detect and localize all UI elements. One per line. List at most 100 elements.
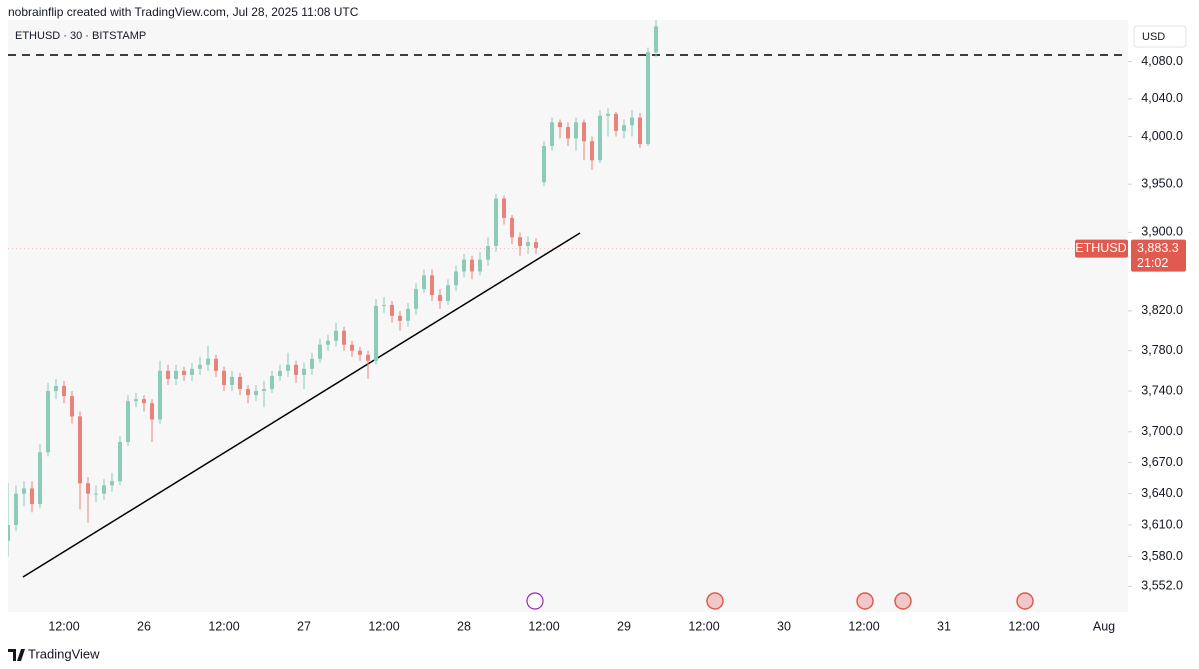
price-axis-area (1128, 20, 1199, 612)
candle-body (342, 330, 346, 345)
event-icon[interactable] (894, 592, 912, 610)
candle-body (38, 452, 42, 505)
candle-body (166, 370, 170, 379)
candle-body (14, 493, 18, 525)
event-icon[interactable] (706, 592, 724, 610)
candle-body (390, 304, 394, 316)
candle-body (622, 125, 626, 131)
candle-body (246, 389, 250, 396)
candle-body (214, 358, 218, 371)
candle-body (302, 368, 306, 375)
candle-body (22, 488, 26, 494)
candle-body (582, 122, 586, 142)
x-tick-label: Aug (1093, 619, 1115, 633)
candle-body (158, 370, 162, 420)
event-icon[interactable] (856, 592, 874, 610)
y-tick-label: 4,040.0 (1141, 91, 1183, 105)
x-tick-label: 29 (617, 619, 631, 633)
candle-body (126, 401, 130, 442)
candle-body (486, 246, 490, 260)
candle-body (350, 344, 354, 351)
symbol-info: ETHUSD · 30 · BITSTAMP (15, 30, 146, 42)
candle-body (70, 396, 74, 417)
candle-body (110, 481, 114, 486)
candle-body (574, 122, 578, 139)
x-tick-label: 31 (937, 619, 951, 633)
candle-body (254, 391, 258, 396)
time-axis-area (8, 612, 1128, 640)
candle-body (78, 416, 82, 484)
x-tick-label: 12:00 (848, 619, 879, 633)
candle-body (326, 340, 330, 345)
candle-body (182, 370, 186, 375)
candle-body (46, 391, 50, 453)
candle-body (142, 399, 146, 404)
candle-body (358, 350, 362, 355)
candle-body (286, 364, 290, 371)
candle-body (406, 308, 410, 321)
y-tick-label: 3,900.0 (1141, 225, 1183, 239)
y-tick-label: 3,820.0 (1141, 303, 1183, 317)
price-badge-countdown: 21:02 (1137, 256, 1168, 270)
x-tick-label: 28 (457, 619, 471, 633)
candles (8, 20, 658, 557)
candle-body (190, 368, 194, 375)
plot-area (8, 20, 1128, 612)
chart-title: nobrainflip created with TradingView.com… (8, 5, 359, 19)
candle-body (198, 364, 202, 369)
candle-body (614, 113, 618, 131)
symbol-badge (1075, 239, 1128, 258)
event-icon[interactable] (1016, 592, 1034, 610)
price-badge-value: 3,883.3 (1137, 241, 1179, 255)
candle-body (566, 127, 570, 139)
symbol-badge-text: ETHUSD (1075, 241, 1126, 255)
candle-body (134, 399, 138, 402)
footer-brand: TradingView (28, 646, 100, 661)
y-tick-label: 3,670.0 (1141, 455, 1183, 469)
candle-body (102, 485, 106, 494)
candle-body (542, 146, 546, 183)
candle-body (590, 141, 594, 161)
x-tick-label: 12:00 (528, 619, 559, 633)
candle-body (470, 259, 474, 272)
candle-body (454, 271, 458, 286)
event-icons (526, 592, 1034, 610)
y-tick-label: 3,580.0 (1141, 549, 1183, 563)
y-tick-label: 4,080.0 (1141, 54, 1183, 68)
candle-body (150, 403, 154, 420)
currency-box[interactable] (1133, 25, 1187, 48)
x-tick-label: 12:00 (688, 619, 719, 633)
event-icon[interactable] (526, 592, 544, 610)
candle-body (646, 52, 650, 145)
candle-body (446, 285, 450, 301)
candle-body (94, 493, 98, 495)
y-tick-label: 4,000.0 (1141, 129, 1183, 143)
candle-body (310, 358, 314, 369)
currency[interactable]: USD (1142, 31, 1165, 43)
candle-body (294, 364, 298, 375)
candle-body (630, 117, 634, 126)
candle-body (654, 26, 658, 53)
y-tick-label: 3,950.0 (1141, 176, 1183, 190)
candle-body (30, 488, 34, 505)
candle-body (430, 275, 434, 296)
candle-body (238, 376, 242, 390)
candle-body (278, 370, 282, 376)
candle-body (502, 198, 506, 218)
candle-body (534, 242, 538, 248)
candle-body (550, 122, 554, 147)
x-tick-label: 30 (777, 619, 791, 633)
y-tick-label: 3,740.0 (1141, 383, 1183, 397)
candle-body (270, 375, 274, 390)
candle-body (118, 441, 122, 482)
x-tick-label: 27 (297, 619, 311, 633)
candle-body (438, 295, 442, 301)
x-tick-label: 12:00 (1008, 619, 1039, 633)
candle-body (374, 305, 378, 361)
candle-body (598, 115, 602, 161)
candle-body (478, 259, 482, 272)
logo-icon (8, 649, 25, 661)
candle-body (398, 315, 402, 321)
price-badge (1131, 239, 1186, 272)
